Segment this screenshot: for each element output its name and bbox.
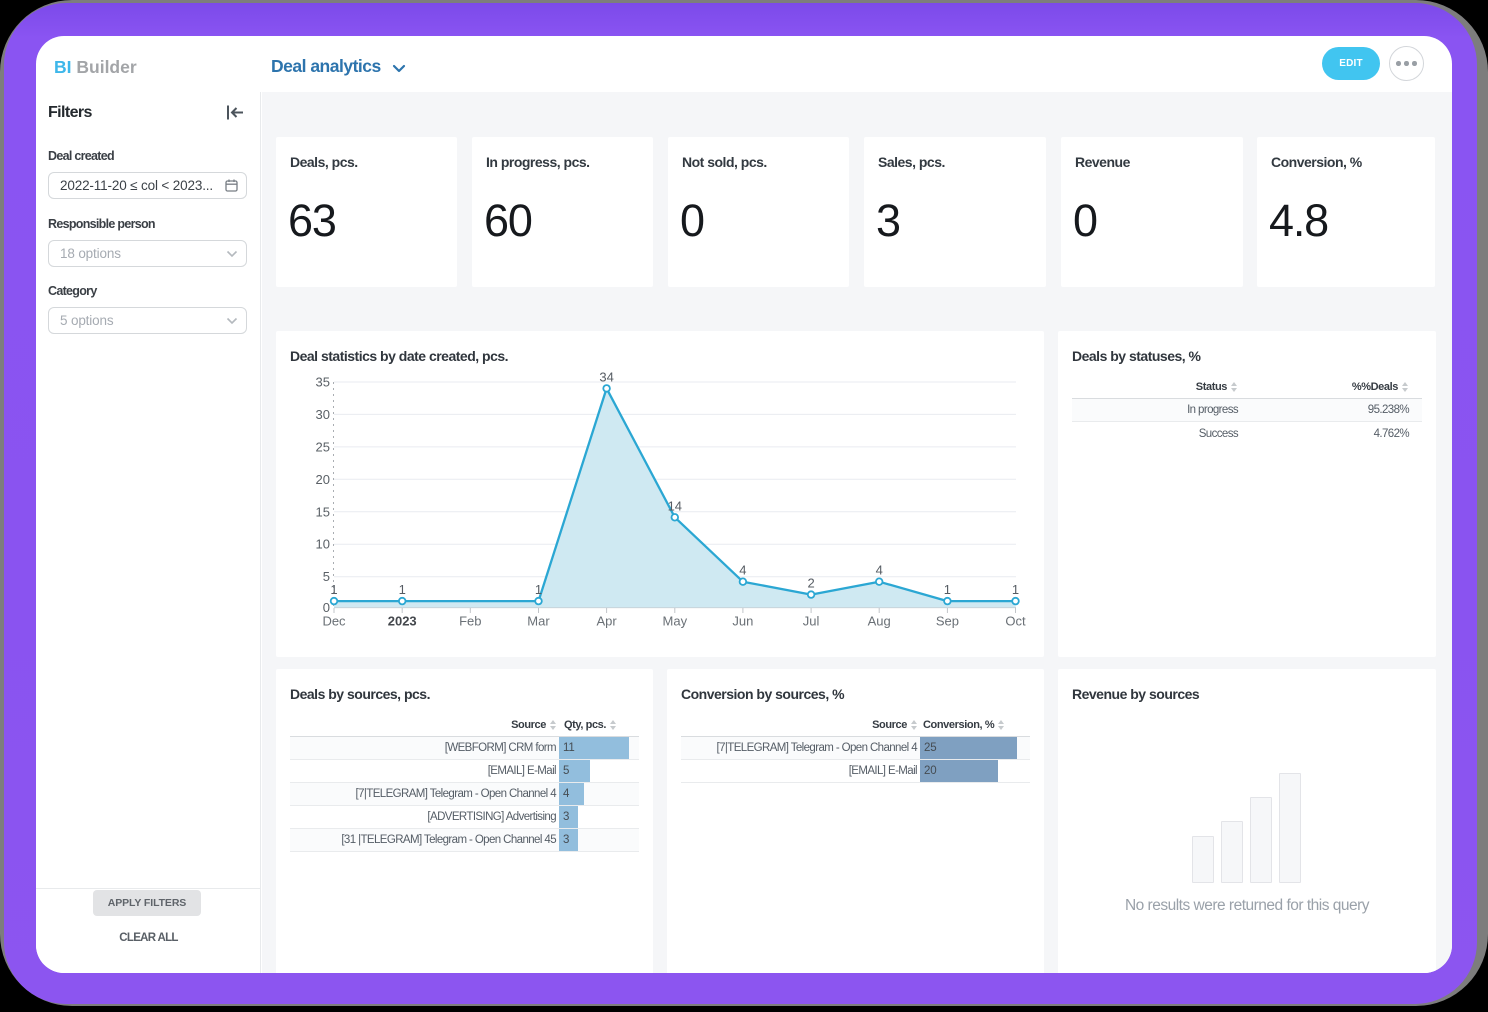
svg-text:2023: 2023 xyxy=(388,614,417,629)
svg-text:Sep: Sep xyxy=(936,614,959,629)
svg-text:1: 1 xyxy=(330,582,337,597)
svg-text:35: 35 xyxy=(316,375,330,390)
svg-text:4: 4 xyxy=(739,563,746,578)
svg-text:34: 34 xyxy=(599,369,613,384)
svg-text:1: 1 xyxy=(535,582,542,597)
svg-text:20: 20 xyxy=(316,472,330,487)
svg-text:5: 5 xyxy=(323,569,330,584)
svg-text:Jun: Jun xyxy=(732,614,753,629)
svg-text:25: 25 xyxy=(316,439,330,454)
svg-text:Jul: Jul xyxy=(803,614,820,629)
svg-text:14: 14 xyxy=(668,498,682,513)
svg-text:15: 15 xyxy=(316,504,330,519)
svg-text:10: 10 xyxy=(316,537,330,552)
svg-text:Mar: Mar xyxy=(527,614,550,629)
svg-text:1: 1 xyxy=(944,582,951,597)
svg-text:Dec: Dec xyxy=(322,614,346,629)
svg-text:0: 0 xyxy=(323,600,330,615)
svg-text:May: May xyxy=(663,614,688,629)
svg-text:Feb: Feb xyxy=(459,614,481,629)
svg-text:30: 30 xyxy=(316,407,330,422)
svg-text:4: 4 xyxy=(876,563,883,578)
svg-text:1: 1 xyxy=(399,582,406,597)
svg-text:Aug: Aug xyxy=(868,614,891,629)
svg-text:Oct: Oct xyxy=(1005,614,1026,629)
svg-text:Apr: Apr xyxy=(596,614,617,629)
svg-text:1: 1 xyxy=(1012,582,1019,597)
svg-text:2: 2 xyxy=(807,576,814,591)
